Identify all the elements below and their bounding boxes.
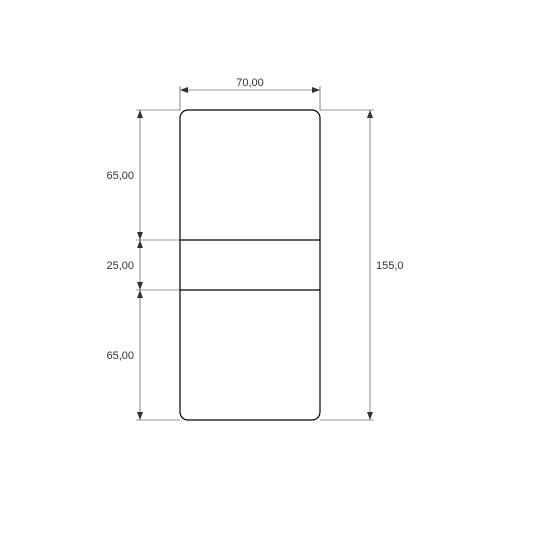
dim-total-height: 155,0 (376, 260, 404, 272)
dim-bottom-section: 65,00 (106, 350, 134, 362)
dim-width: 70,00 (236, 77, 264, 89)
dim-top-section: 65,00 (106, 170, 134, 182)
panel-outline (180, 110, 320, 420)
technical-drawing: 70,00 155,0 65,00 25,00 65,00 (0, 0, 540, 540)
dim-middle-section: 25,00 (106, 260, 134, 272)
